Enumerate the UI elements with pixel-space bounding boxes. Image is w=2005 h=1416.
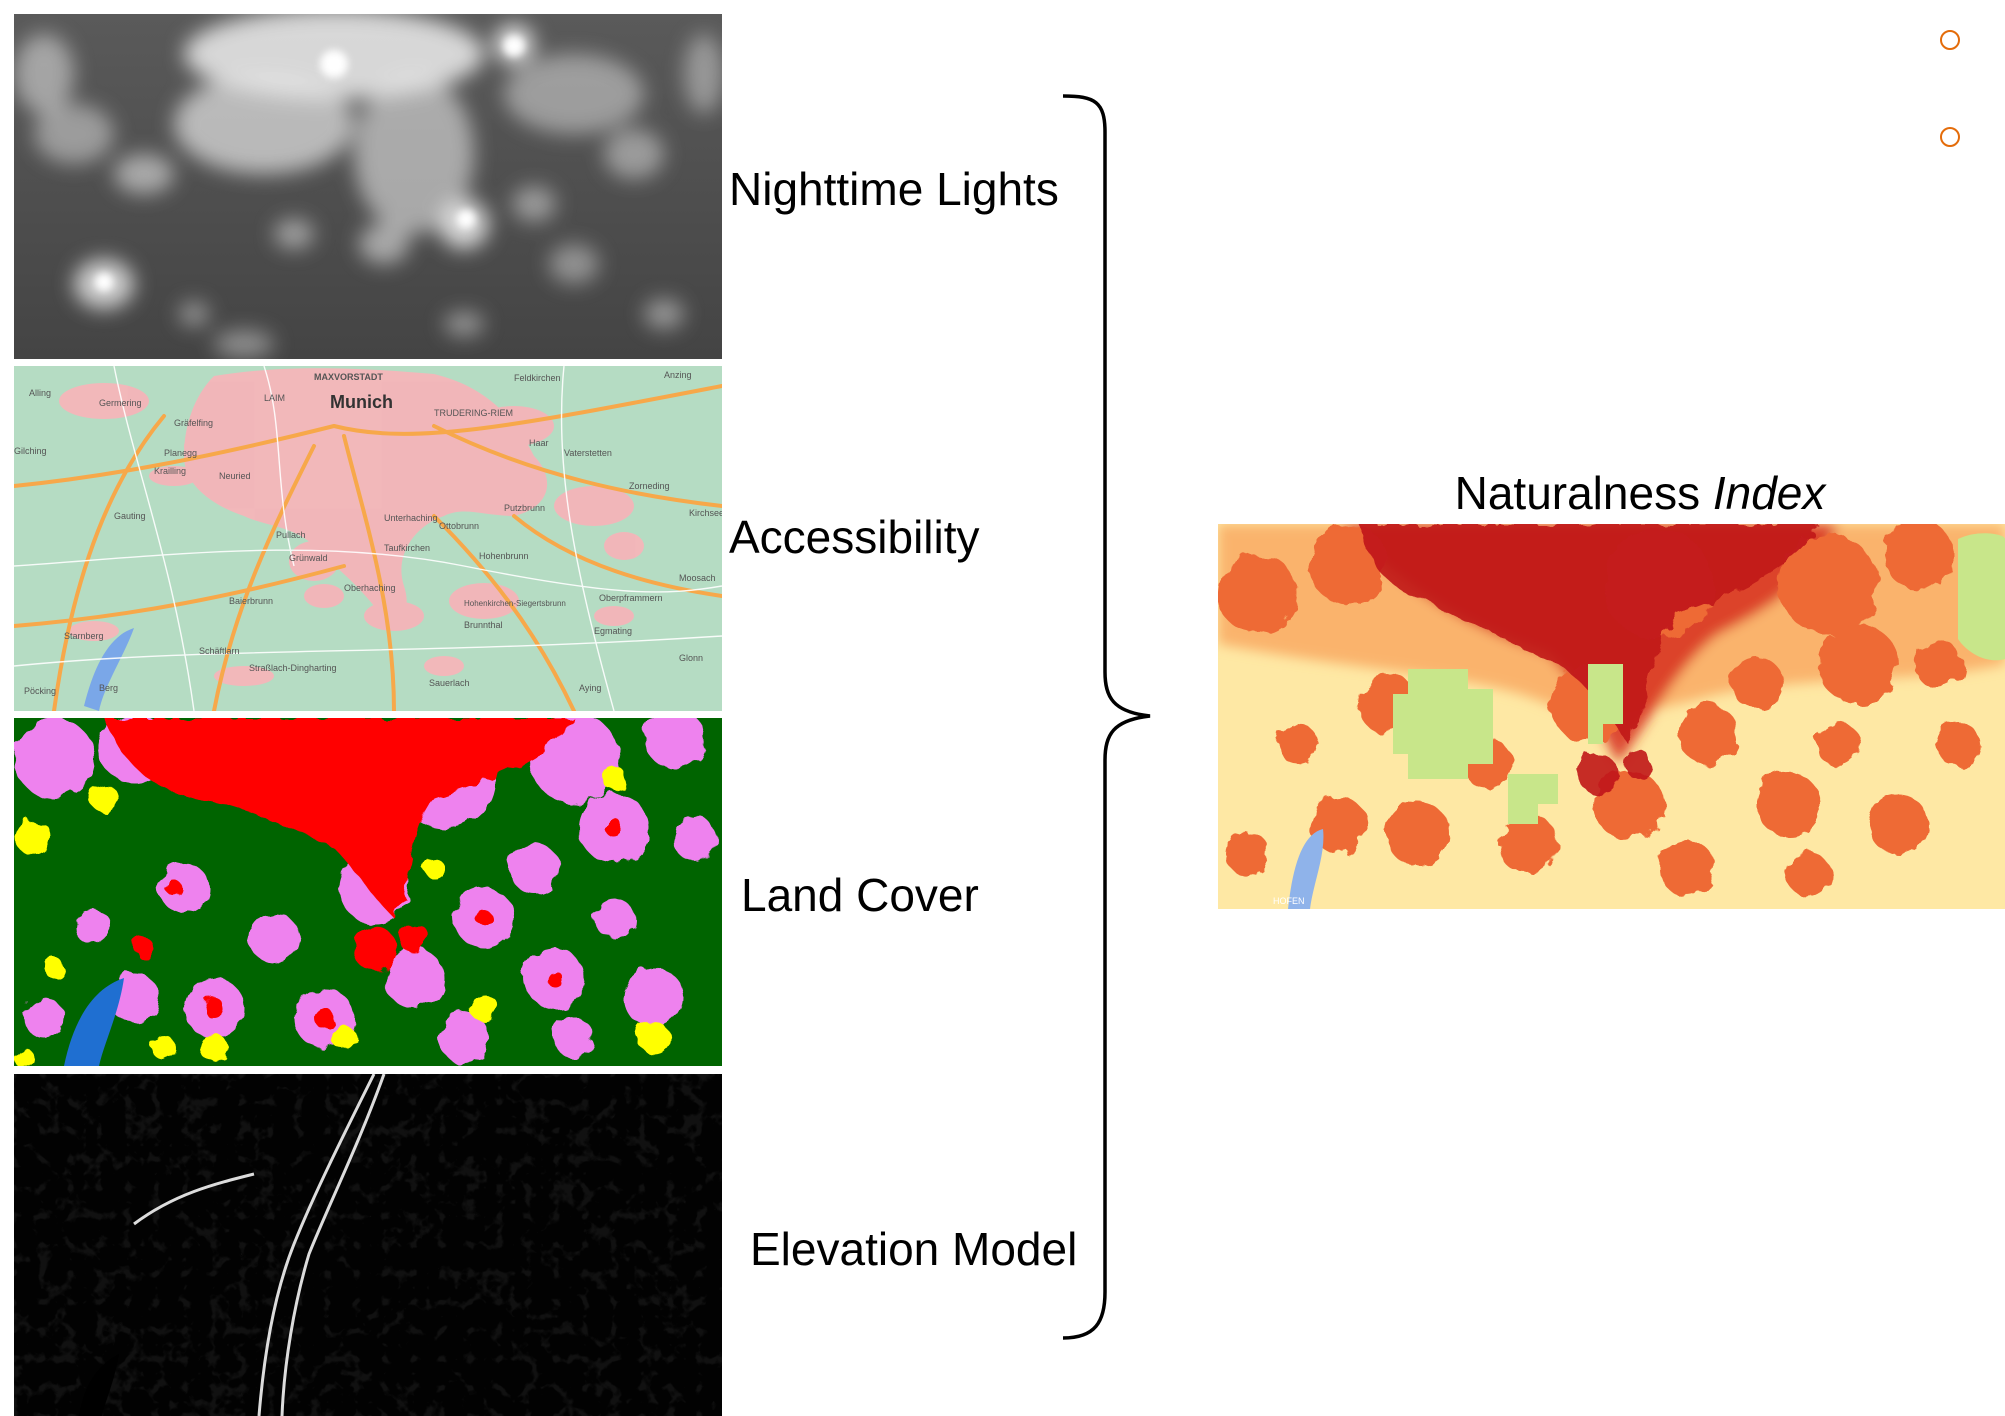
accessibility-map: MAXVORSTADT Munich LAIM TRUDERING-RIEM F… xyxy=(14,366,722,711)
nighttime-lights-label: Nighttime Lights xyxy=(729,163,1059,215)
brace-connector xyxy=(1062,94,1151,1340)
map-label-starnberg: Starnberg xyxy=(64,631,104,641)
accessibility-label: Accessibility xyxy=(729,511,980,563)
land-cover-label: Land Cover xyxy=(741,869,979,921)
map-label-oberhaching: Oberhaching xyxy=(344,583,396,593)
map-label-gilching: Gilching xyxy=(14,446,47,456)
elevation-model-image xyxy=(14,1074,722,1416)
map-label-feldkirchen: Feldkirchen xyxy=(514,373,561,383)
bullet-icon-2 xyxy=(1940,127,1960,147)
map-label-poecking: Pöcking xyxy=(24,686,56,696)
map-label-gruenwald: Grünwald xyxy=(289,553,328,563)
bullet-icon-1 xyxy=(1940,30,1960,50)
map-label-trudering-riem: TRUDERING-RIEM xyxy=(434,408,513,418)
index-map-corner-label: HOFEN xyxy=(1273,896,1305,906)
map-label-planegg: Planegg xyxy=(164,448,197,458)
map-label-ottobrunn: Ottobrunn xyxy=(439,521,479,531)
land-cover-map xyxy=(14,718,722,1066)
map-label-gauting: Gauting xyxy=(114,511,146,521)
map-label-munich: Munich xyxy=(330,392,393,412)
map-label-moosach: Moosach xyxy=(679,573,716,583)
map-label-egmating: Egmating xyxy=(594,626,632,636)
map-label-oberpframmern: Oberpframmern xyxy=(599,593,663,603)
naturalness-index-map: HOFEN xyxy=(1218,524,2005,909)
map-label-neuried: Neuried xyxy=(219,471,251,481)
map-label-berg: Berg xyxy=(99,683,118,693)
map-label-hohenkirchen: Hohenkirchen-Siegertsbrunn xyxy=(464,599,566,608)
map-label-laim: LAIM xyxy=(264,393,285,403)
map-label-taufkirchen: Taufkirchen xyxy=(384,543,430,553)
map-label-strasslach: Straßlach-Dingharting xyxy=(249,663,337,673)
title-main-text: Naturalness xyxy=(1454,467,1713,519)
map-label-putzbrunn: Putzbrunn xyxy=(504,503,545,513)
map-label-aying: Aying xyxy=(579,683,601,693)
nighttime-lights-image xyxy=(14,14,722,359)
map-label-brunnthal: Brunnthal xyxy=(464,620,503,630)
map-label-graefelfing: Gräfelfing xyxy=(174,418,213,428)
title-italic-text: Index xyxy=(1712,467,1826,519)
map-label-sauerlach: Sauerlach xyxy=(429,678,470,688)
map-label-alling: Alling xyxy=(29,388,51,398)
map-label-maxvorstadt: MAXVORSTADT xyxy=(314,372,383,382)
elevation-model-label: Elevation Model xyxy=(750,1223,1078,1275)
map-label-hohenbrunn: Hohenbrunn xyxy=(479,551,529,561)
map-label-haar: Haar xyxy=(529,438,549,448)
map-label-pullach: Pullach xyxy=(276,530,306,540)
map-label-baierbrunn: Baierbrunn xyxy=(229,596,273,606)
map-label-germering: Germering xyxy=(99,398,142,408)
map-label-anzing: Anzing xyxy=(664,370,692,380)
map-label-schaeftlarn: Schäftlarn xyxy=(199,646,240,656)
map-label-krailling: Krailling xyxy=(154,466,186,476)
map-label-vaterstetten: Vaterstetten xyxy=(564,448,612,458)
naturalness-index-title: Naturalness Index xyxy=(1330,470,1950,516)
map-label-kirchseeon: Kirchseeon xyxy=(689,508,722,518)
map-label-zorneding: Zorneding xyxy=(629,481,670,491)
map-label-unterhaching: Unterhaching xyxy=(384,513,438,523)
map-label-glonn: Glonn xyxy=(679,653,703,663)
